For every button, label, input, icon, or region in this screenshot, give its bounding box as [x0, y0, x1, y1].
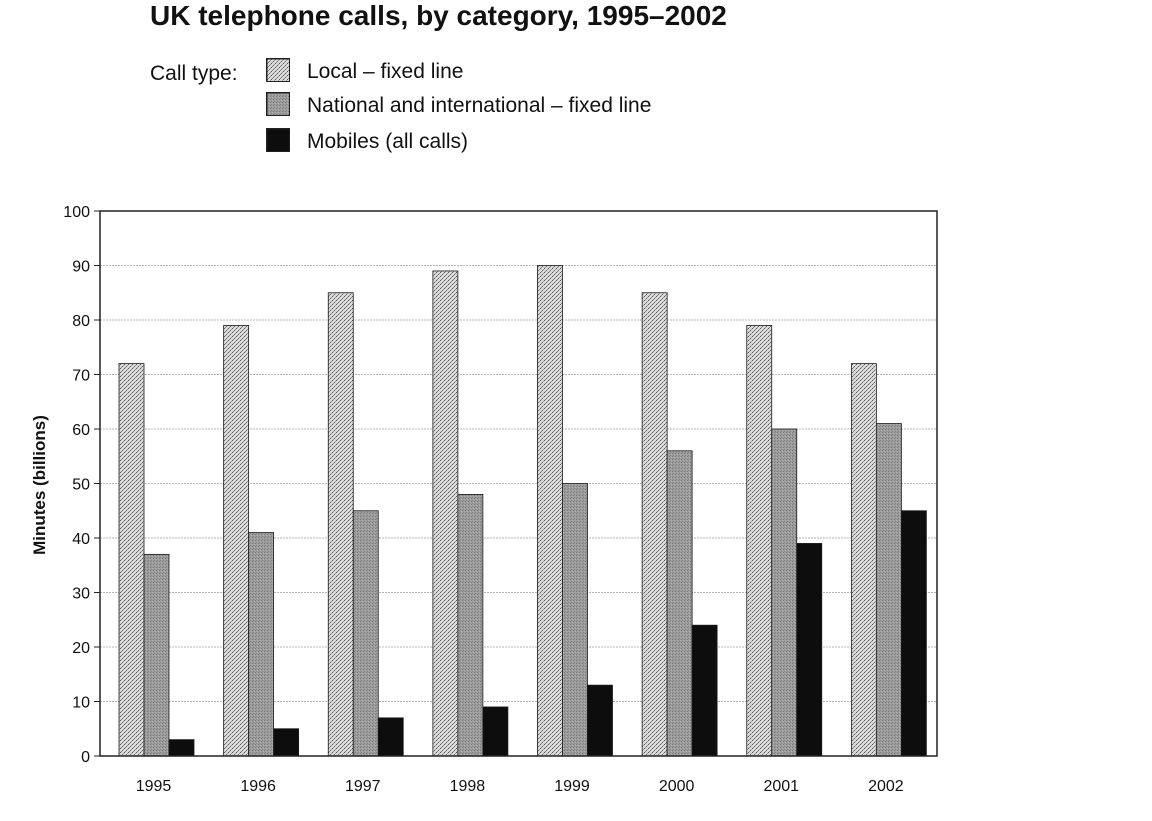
y-tick-label: 70: [72, 368, 90, 385]
bar-mobiles: [377, 717, 404, 757]
legend-label-mobiles: Mobiles (all calls): [307, 130, 469, 153]
legend-swatch-national: [266, 92, 290, 116]
y-tick-label: 20: [72, 640, 90, 657]
bar-local: [223, 325, 250, 757]
y-tick-label: 80: [72, 313, 90, 330]
bar-national: [143, 553, 170, 757]
legend-caption: Call type:: [150, 62, 238, 85]
legend-label-local: Local – fixed line: [307, 60, 464, 83]
bar-mobiles: [273, 728, 300, 757]
x-tick-label: 2002: [868, 778, 904, 795]
bars: [118, 265, 927, 757]
legend-label-national: National and international – fixed line: [307, 94, 652, 117]
y-tick-label: 10: [72, 695, 90, 712]
chart-title: UK telephone calls, by category, 1995–20…: [150, 0, 727, 31]
bar-national: [352, 510, 379, 757]
bar-mobiles: [168, 739, 195, 757]
bar-national: [562, 483, 588, 757]
bar-mobiles: [587, 684, 613, 757]
bar-national: [248, 532, 275, 757]
bar-local: [850, 363, 877, 757]
bar-local: [746, 325, 773, 757]
bar-mobiles: [900, 510, 927, 757]
bar-local: [118, 363, 145, 757]
bar-local: [537, 265, 563, 757]
axes: 0 10 20 30 40 50 60 70 80 90 100 1995 1996 1997 1998 19…: [63, 204, 938, 795]
bar-national: [771, 428, 798, 757]
y-tick-label: 30: [72, 586, 90, 603]
y-tick-label: 90: [72, 259, 90, 276]
bar-mobiles: [796, 543, 823, 757]
plot-frame: [99, 210, 938, 757]
bar-local: [641, 292, 668, 757]
y-tick-label: 40: [72, 531, 90, 548]
legend-swatch-mobiles: [266, 128, 290, 152]
bar-national: [875, 423, 902, 757]
y-tick-label: 0: [81, 749, 90, 766]
x-tick-label: 1996: [240, 778, 276, 795]
legend-swatch-local: [266, 58, 290, 82]
x-tick-label: 1998: [450, 778, 486, 795]
y-axis-label: Minutes (billions): [30, 415, 49, 555]
x-tick-label: 2001: [763, 778, 799, 795]
x-tick-label: 2000: [659, 778, 695, 795]
y-tick-label: 50: [72, 477, 90, 494]
bar-mobiles: [482, 706, 509, 757]
bar-local: [432, 270, 459, 757]
y-tick-label: 100: [63, 204, 90, 221]
bar-national: [457, 493, 484, 757]
bar-local: [327, 292, 354, 757]
x-tick-label: 1995: [136, 778, 172, 795]
bar-national: [666, 450, 693, 757]
bar-mobiles: [691, 624, 718, 757]
x-tick-label: 1999: [554, 778, 590, 795]
y-tick-label: 60: [72, 422, 90, 439]
x-tick-label: 1997: [345, 778, 381, 795]
